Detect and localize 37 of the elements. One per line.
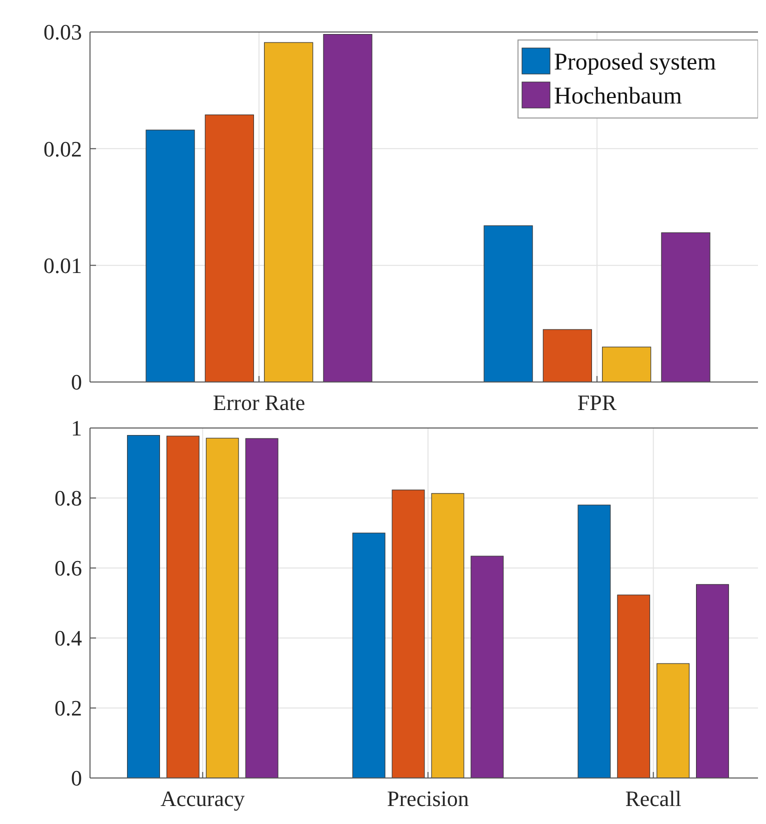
y-tick-label: 0.6 [54,556,82,581]
x-tick-label: Recall [625,786,682,811]
y-tick-label: 0.4 [54,626,82,651]
y-tick-label: 0.8 [54,486,82,511]
y-tick-label: 0.03 [44,20,82,45]
y-tick-label: 0.01 [44,253,82,278]
bar [127,435,160,778]
y-tick-label: 0.02 [44,136,82,162]
x-tick-label: Precision [387,786,469,811]
bar [323,34,372,382]
y-tick-label: 0 [71,766,82,791]
bar [146,130,195,382]
bar [166,436,200,778]
bar [617,594,650,778]
x-tick-label: Error Rate [212,390,306,415]
legend-label: Proposed system [554,49,716,76]
bar [470,556,504,778]
x-tick-label: Accuracy [160,786,245,811]
bar [264,42,314,382]
legend-label: Hochenbaum [554,83,682,110]
x-tick-label: FPR [577,390,617,415]
bar [542,329,592,382]
bar [602,346,652,382]
bar [661,232,710,382]
y-tick-label: 0 [71,370,82,395]
y-tick-label: 0.2 [54,696,82,721]
bar [484,225,533,382]
bar [206,438,239,778]
bar [392,490,425,778]
bar [578,504,611,778]
y-tick-label: 1 [71,416,82,441]
bar [352,532,386,778]
bar [204,114,254,382]
bar [656,663,690,778]
bar [431,493,464,778]
bar [245,438,278,778]
bar [696,584,729,778]
